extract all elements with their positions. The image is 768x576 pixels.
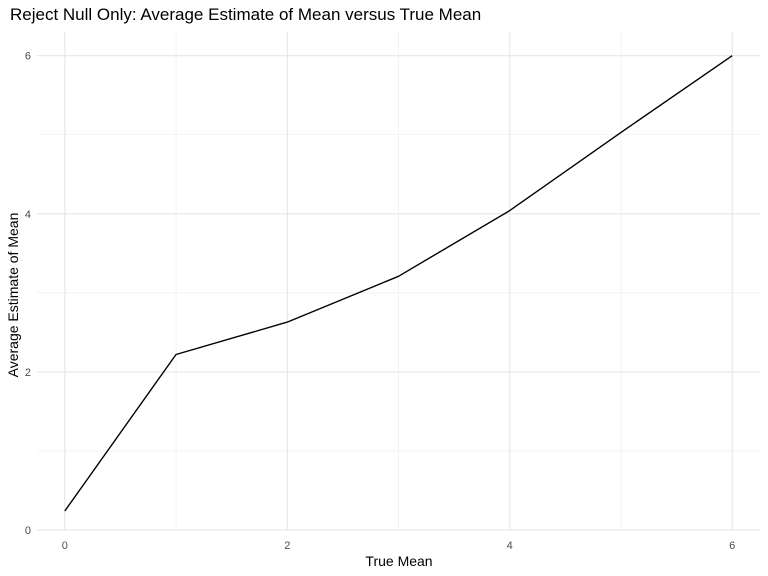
minor-gridlines: [37, 32, 760, 530]
y-tick-label: 4: [25, 209, 31, 221]
y-axis-title: Average Estimate of Mean: [5, 213, 21, 378]
y-tick-label: 2: [25, 367, 31, 379]
x-axis-title: True Mean: [365, 553, 432, 569]
x-tick-labels: 0 2 4 6: [62, 540, 736, 552]
y-tick-labels: 0 2 4 6: [25, 51, 31, 537]
x-tick-label: 2: [284, 540, 290, 552]
x-tick-label: 4: [507, 540, 513, 552]
series-layer: [64, 55, 733, 512]
major-gridlines: [37, 32, 760, 531]
y-tick-label: 6: [25, 51, 31, 63]
x-tick-label: 6: [729, 540, 735, 552]
x-tick-label: 0: [62, 540, 68, 552]
series-line: [64, 55, 733, 512]
y-tick-label: 0: [25, 525, 31, 537]
chart-title: Reject Null Only: Average Estimate of Me…: [10, 5, 481, 24]
